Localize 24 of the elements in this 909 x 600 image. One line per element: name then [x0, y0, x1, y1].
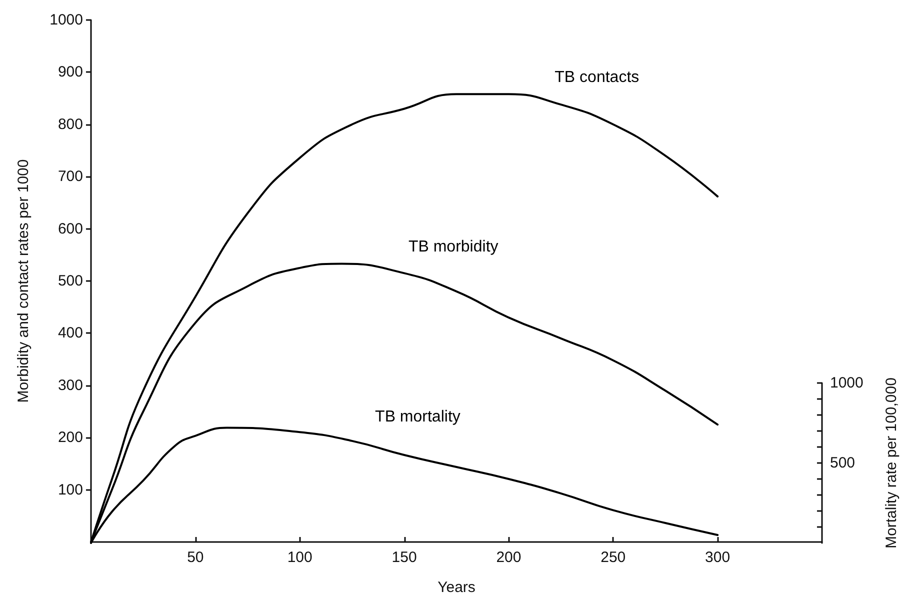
x-axis-title: Years — [438, 579, 476, 596]
y-tick-label: 800 — [58, 116, 83, 133]
x-tick-label: 100 — [287, 549, 312, 566]
x-tick-label: 250 — [600, 549, 626, 566]
series-label: TB morbidity — [408, 238, 498, 256]
x-tick-label: 150 — [392, 549, 417, 566]
y-tick-label: 400 — [58, 324, 83, 342]
x-tick-label: 200 — [496, 549, 522, 566]
y-tick-label: 100 — [58, 481, 83, 498]
y-tick-label: 900 — [58, 64, 83, 81]
x-tick-label: 50 — [187, 549, 204, 566]
y-tick-label: 200 — [58, 429, 83, 446]
y-tick-label: 1000 — [50, 12, 83, 28]
y2-tick-label: 1000 — [830, 374, 864, 392]
x-tick-label: 300 — [705, 549, 730, 566]
series-label: TB mortality — [375, 408, 460, 426]
y-tick-label: 300 — [58, 376, 83, 394]
series-label: TB contacts — [554, 69, 640, 86]
y-tick-label: 700 — [58, 168, 83, 186]
y-axis-title: Morbidity and contact rates per 1000 — [15, 159, 32, 403]
y2-axis-title: Mortality rate per 100,000 — [883, 378, 900, 548]
y-tick-label: 500 — [58, 272, 83, 290]
y2-tick-label: 500 — [830, 454, 856, 472]
y-tick-label: 600 — [58, 220, 83, 238]
